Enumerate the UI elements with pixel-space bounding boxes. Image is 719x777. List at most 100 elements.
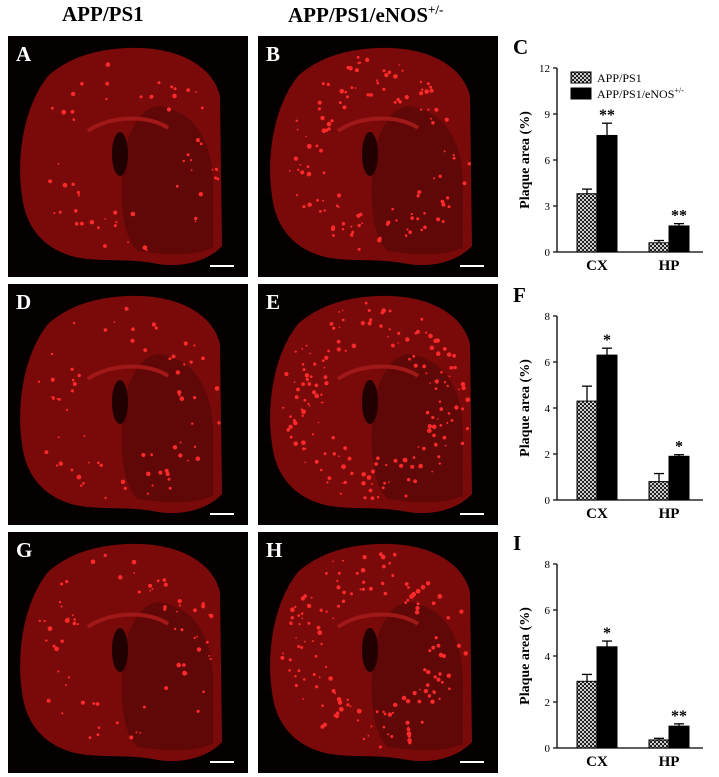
amyloid-plaque: [294, 675, 297, 678]
amyloid-plaque: [367, 321, 372, 326]
x-tick-label: HP: [659, 506, 680, 522]
amyloid-plaque: [452, 153, 455, 157]
amyloid-plaque: [383, 310, 386, 313]
amyloid-plaque: [168, 357, 172, 361]
amyloid-plaque: [103, 328, 108, 332]
panel-label-g: G: [16, 538, 33, 562]
amyloid-plaque: [376, 496, 380, 499]
amyloid-plaque: [182, 670, 187, 676]
amyloid-plaque: [46, 698, 51, 703]
amyloid-plaque: [438, 400, 442, 403]
amyloid-plaque: [433, 442, 438, 447]
amyloid-plaque: [395, 219, 398, 222]
amyloid-plaque: [151, 322, 156, 327]
amyloid-plaque: [343, 480, 347, 485]
amyloid-plaque: [302, 698, 304, 700]
amyloid-plaque: [366, 475, 372, 480]
amyloid-plaque: [341, 318, 345, 322]
amyloid-plaque: [366, 93, 370, 97]
amyloid-plaque: [459, 609, 464, 614]
scale-bar: [210, 761, 234, 763]
amyloid-plaque: [414, 331, 418, 335]
legend-swatch-app-ps1-enos: [570, 87, 592, 100]
amyloid-plaque: [441, 202, 446, 207]
amyloid-plaque: [306, 143, 312, 149]
amyloid-plaque: [322, 199, 325, 202]
amyloid-plaque: [113, 321, 116, 323]
amyloid-plaque: [437, 418, 439, 420]
amyloid-plaque: [346, 698, 349, 701]
amyloid-plaque: [448, 375, 451, 378]
amyloid-plaque: [115, 221, 118, 224]
amyloid-plaque: [71, 182, 75, 186]
amyloid-plaque: [52, 644, 56, 648]
amyloid-plaque: [318, 676, 321, 679]
amyloid-plaque: [361, 472, 366, 477]
amyloid-plaque: [446, 673, 451, 678]
bar-app-ps1: [576, 193, 598, 253]
amyloid-plaque: [421, 88, 424, 91]
amyloid-plaque: [431, 424, 437, 430]
amyloid-plaque: [151, 588, 154, 590]
amyloid-plaque: [401, 695, 407, 701]
amyloid-plaque: [311, 433, 315, 436]
amyloid-plaque: [172, 93, 177, 99]
amyloid-plaque: [72, 118, 76, 121]
amyloid-plaque: [99, 463, 103, 467]
amyloid-plaque: [336, 579, 339, 582]
amyloid-plaque: [186, 153, 190, 157]
amyloid-plaque: [56, 397, 59, 400]
amyloid-plaque: [354, 68, 359, 73]
amyloid-plaque: [436, 677, 441, 682]
amyloid-plaque: [316, 625, 321, 630]
micrograph-b: B: [258, 36, 498, 277]
amyloid-plaque: [349, 705, 352, 708]
amyloid-plaque: [193, 608, 197, 613]
amyloid-plaque: [50, 396, 53, 398]
amyloid-plaque: [317, 630, 323, 636]
amyloid-plaque: [320, 401, 323, 404]
amyloid-plaque: [336, 339, 341, 344]
amyloid-plaque: [415, 606, 420, 611]
amyloid-plaque: [360, 568, 366, 573]
amyloid-plaque: [325, 610, 328, 613]
amyloid-plaque: [413, 479, 417, 484]
amyloid-plaque: [97, 726, 101, 729]
amyloid-plaque: [301, 363, 305, 366]
amyloid-plaque: [465, 397, 471, 402]
amyloid-plaque: [429, 382, 431, 384]
amyloid-plaque: [369, 318, 373, 322]
amyloid-plaque: [382, 564, 386, 569]
amyloid-plaque: [321, 704, 324, 707]
amyloid-plaque: [180, 628, 184, 632]
amyloid-plaque: [391, 207, 394, 211]
amyloid-plaque: [320, 642, 323, 646]
amyloid-plaque: [58, 601, 62, 604]
amyloid-plaque: [453, 365, 457, 370]
amyloid-plaque: [60, 582, 64, 586]
amyloid-plaque: [446, 352, 452, 357]
amyloid-plaque: [356, 55, 360, 59]
amyloid-plaque: [435, 338, 440, 343]
amyloid-plaque: [420, 720, 424, 724]
amyloid-plaque: [50, 377, 55, 382]
amyloid-plaque: [446, 421, 449, 424]
amyloid-plaque: [172, 445, 178, 450]
amyloid-plaque: [427, 108, 430, 111]
amyloid-plaque: [398, 100, 402, 104]
amyloid-plaque: [127, 241, 129, 244]
amyloid-plaque: [297, 645, 301, 648]
amyloid-plaque: [105, 62, 111, 67]
brain-section-b: [270, 47, 472, 266]
amyloid-plaque: [346, 65, 351, 70]
y-tick-label: 12: [539, 63, 550, 75]
amyloid-plaque: [435, 351, 441, 356]
amyloid-plaque: [368, 586, 373, 591]
amyloid-plaque: [71, 378, 75, 382]
amyloid-plaque: [432, 690, 436, 694]
y-axis-label: Plaque area (%): [518, 359, 533, 457]
y-tick-label: 9: [545, 109, 551, 121]
amyloid-plaque: [463, 651, 468, 656]
column-header-app-ps1-enos: APP/PS1/eNOS+/-: [288, 2, 443, 28]
micrograph-h: H: [258, 532, 498, 773]
